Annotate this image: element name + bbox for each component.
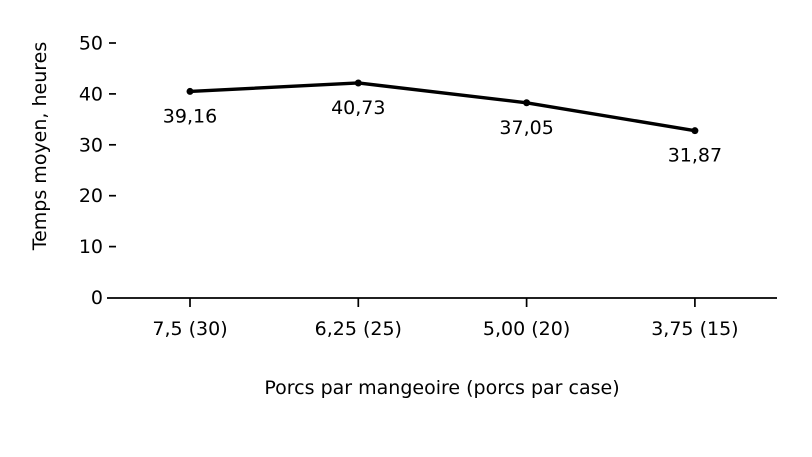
y-axis-tick-label: 30 <box>79 134 103 156</box>
data-point-marker <box>523 99 531 107</box>
x-axis-tick-label: 6,25 (25) <box>315 318 402 340</box>
data-point-label: 39,16 <box>163 105 217 127</box>
y-axis-tick-label: 0 <box>91 287 103 309</box>
x-axis-tick-label: 3,75 (15) <box>651 318 738 340</box>
data-point-label: 31,87 <box>668 145 722 167</box>
data-line <box>188 81 697 133</box>
data-point-marker <box>354 79 362 87</box>
x-axis-tick-label: 7,5 (30) <box>152 318 227 340</box>
y-axis-tick-label: 10 <box>79 236 103 258</box>
y-axis-tick-label: 50 <box>79 33 103 55</box>
y-axis-tick-label: 40 <box>79 83 103 105</box>
data-point-marker <box>691 127 699 135</box>
data-point-label: 40,73 <box>331 97 385 119</box>
y-axis-tick-label: 20 <box>79 185 103 207</box>
data-point-label: 37,05 <box>499 117 553 139</box>
x-axis-tick-label: 5,00 (20) <box>483 318 570 340</box>
data-point-marker <box>186 87 194 95</box>
x-axis-title: Porcs par mangeoire (porcs par case) <box>264 377 620 399</box>
